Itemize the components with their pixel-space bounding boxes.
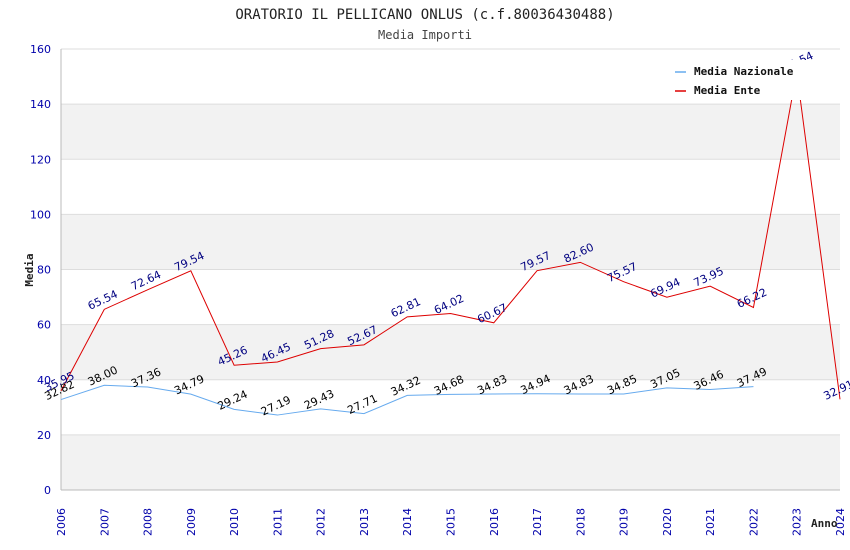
legend: Media Nazionale Media Ente [669,60,809,100]
plot-bands [61,104,840,490]
x-tick-label: 2013 [358,508,371,536]
x-tick-label: 2021 [704,508,717,536]
x-tick-label: 2015 [445,508,458,536]
data-label: 65.54 [86,288,120,313]
y-tick-label: 80 [37,264,51,277]
x-tick-label: 2007 [98,508,111,536]
series-lines [60,72,841,416]
series-line-media-ente [60,72,841,400]
x-tick-label: 2006 [55,508,68,536]
plot-band [61,434,840,490]
y-tick-label: 0 [44,484,51,497]
x-tick-label: 2016 [488,508,501,536]
y-tick-label: 140 [30,98,51,111]
chart-title: ORATORIO IL PELLICANO ONLUS (c.f.8003643… [235,7,614,23]
y-tick-label: 20 [37,429,51,442]
x-tick-label: 2020 [661,508,674,536]
x-tick-label: 2022 [747,508,760,536]
plot-band [61,104,840,160]
x-tick-label: 2024 [834,508,847,536]
x-tick-label: 2012 [315,508,328,536]
axes [60,49,840,491]
x-axis-label: Anno [811,517,838,530]
y-tick-label: 60 [37,319,51,332]
x-tick-label: 2011 [271,508,284,536]
series-line-media-nazionale [60,384,754,416]
x-tick-label: 2014 [401,508,414,536]
plot-band [61,214,840,270]
chart-subtitle: Media Importi [378,28,472,42]
x-tick-label: 2008 [142,508,155,536]
y-tick-label: 100 [30,208,51,221]
data-label: 32.91 [821,378,850,403]
data-label: 29.43 [302,387,336,412]
x-tick-label: 2018 [574,508,587,536]
y-tick-label: 120 [30,153,51,166]
data-label: 64.02 [432,292,466,317]
x-tick-label: 2017 [531,508,544,536]
legend-label-media-ente: Media Ente [694,84,761,97]
x-tick-label: 2010 [228,508,241,536]
x-tick-label: 2019 [618,508,631,536]
x-tick-label: 2023 [791,508,804,536]
x-ticks: 2006 2007 2008 2009 2010 2011 2012 2013 2014 2015… [55,508,847,536]
plot-band [61,324,840,380]
y-tick-label: 160 [30,43,51,56]
data-label: 72.64 [129,268,163,293]
y-axis-label: Media [23,253,36,286]
y-tick-label: 40 [37,374,51,387]
legend-box [669,60,809,100]
y-ticks: 0 20 40 60 80 100 120 140 160 [30,43,51,497]
legend-label-media-nazionale: Media Nazionale [694,65,794,78]
x-tick-label: 2009 [185,508,198,536]
